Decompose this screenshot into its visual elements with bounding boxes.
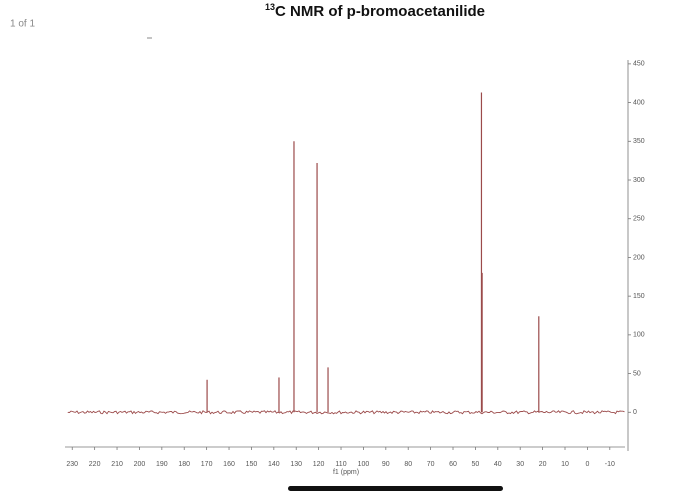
y-tick-label: 200 bbox=[633, 254, 645, 261]
baseline-noise bbox=[67, 410, 625, 415]
x-tick-label: 70 bbox=[427, 461, 435, 468]
y-tick-label: 50 bbox=[633, 370, 641, 377]
x-tick-label: 140 bbox=[268, 461, 280, 468]
y-tick-label: 150 bbox=[633, 293, 645, 300]
y-tick-label: 100 bbox=[633, 332, 645, 339]
x-tick-label: 0 bbox=[585, 461, 589, 468]
x-tick-label: 10 bbox=[561, 461, 569, 468]
y-tick-label: 250 bbox=[633, 216, 645, 223]
x-tick-label: 80 bbox=[404, 461, 412, 468]
x-tick-label: 60 bbox=[449, 461, 457, 468]
x-tick-label: 230 bbox=[66, 461, 78, 468]
x-tick-label: 180 bbox=[178, 461, 190, 468]
x-tick-label: 190 bbox=[156, 461, 168, 468]
y-tick-label: 350 bbox=[633, 138, 645, 145]
y-tick-label: 400 bbox=[633, 99, 645, 106]
page-indicator: 1 of 1 bbox=[10, 19, 35, 30]
x-tick-label: 170 bbox=[201, 461, 213, 468]
x-tick-label: 220 bbox=[89, 461, 101, 468]
x-axis-label: f1 (ppm) bbox=[333, 469, 359, 476]
x-tick-label: 30 bbox=[516, 461, 524, 468]
title-superscript: 13 bbox=[265, 2, 275, 12]
chart-title: 13C NMR of p-bromoacetanilide bbox=[265, 2, 485, 20]
x-tick-label: 50 bbox=[472, 461, 480, 468]
x-tick-label: 20 bbox=[539, 461, 547, 468]
x-tick-label: 200 bbox=[134, 461, 146, 468]
x-tick-label: 160 bbox=[223, 461, 235, 468]
x-tick-label: 210 bbox=[111, 461, 123, 468]
x-tick-label: -10 bbox=[605, 461, 615, 468]
x-tick-label: 110 bbox=[335, 461, 346, 468]
x-tick-label: 90 bbox=[382, 461, 390, 468]
x-tick-label: 150 bbox=[246, 461, 258, 468]
y-tick-label: 450 bbox=[633, 61, 645, 68]
x-tick-label: 120 bbox=[313, 461, 325, 468]
home-indicator bbox=[288, 486, 503, 491]
x-tick-label: 100 bbox=[358, 461, 370, 468]
y-tick-label: 0 bbox=[633, 409, 637, 416]
x-tick-label: 130 bbox=[290, 461, 302, 468]
x-tick-label: 40 bbox=[494, 461, 502, 468]
title-text: C NMR of p-bromoacetanilide bbox=[275, 3, 485, 20]
y-tick-label: 300 bbox=[633, 177, 645, 184]
